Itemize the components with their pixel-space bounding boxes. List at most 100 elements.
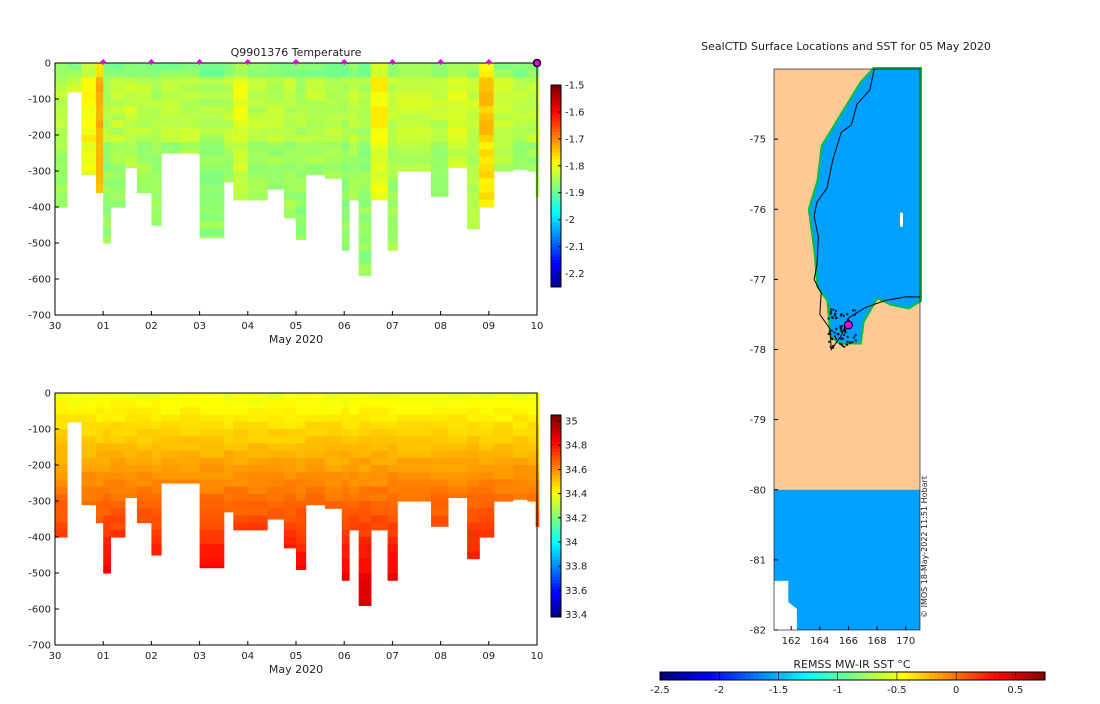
heatmap-cell bbox=[358, 178, 372, 186]
heatmap-cell bbox=[467, 486, 480, 495]
heatmap-cell bbox=[447, 450, 468, 459]
colorbar-segment bbox=[551, 512, 561, 517]
heatmap-cell bbox=[247, 443, 268, 452]
seal-location bbox=[829, 345, 832, 348]
heatmap-cell bbox=[124, 70, 138, 78]
heatmap-cell bbox=[110, 393, 126, 401]
colorbar-segment bbox=[551, 559, 561, 564]
profile-marker bbox=[100, 59, 107, 65]
temperature-x-label: May 2020 bbox=[269, 333, 323, 346]
heatmap-cell bbox=[431, 436, 449, 444]
heatmap-cell bbox=[358, 450, 372, 459]
heatmap-cell bbox=[349, 522, 360, 531]
colorbar-segment bbox=[925, 672, 930, 680]
heatmap-cell bbox=[103, 400, 111, 408]
heatmap-cell bbox=[387, 207, 398, 215]
heatmap-cell bbox=[387, 221, 398, 230]
heatmap-cell bbox=[223, 429, 234, 437]
heatmap-cell bbox=[124, 393, 138, 401]
heatmap-cell bbox=[161, 393, 181, 401]
heatmap-cell bbox=[467, 156, 480, 165]
lon-tick-label: 168 bbox=[868, 636, 887, 647]
heatmap-cell bbox=[283, 421, 297, 430]
heatmap-cell bbox=[479, 465, 495, 473]
heatmap-cell bbox=[512, 436, 528, 444]
heatmap-cell bbox=[527, 479, 537, 488]
heatmap-cell bbox=[467, 443, 480, 452]
heatmap-cell bbox=[110, 479, 126, 488]
heatmap-cell bbox=[283, 414, 297, 423]
colorbar-segment bbox=[814, 672, 819, 680]
heatmap-cell bbox=[151, 421, 162, 430]
heatmap-cell bbox=[387, 436, 398, 444]
heatmap-cell bbox=[341, 163, 350, 172]
heatmap-cell bbox=[479, 450, 495, 459]
heatmap-cell bbox=[305, 120, 326, 129]
heatmap-cell bbox=[358, 99, 372, 107]
heatmap-cell bbox=[180, 443, 201, 452]
colorbar-segment bbox=[672, 672, 678, 680]
heatmap-cell bbox=[479, 127, 495, 136]
heatmap-cell bbox=[247, 156, 268, 165]
heatmap-cell bbox=[136, 393, 152, 401]
heatmap-cell bbox=[103, 185, 111, 194]
heatmap-cell bbox=[431, 421, 449, 430]
heatmap-cell bbox=[431, 178, 449, 186]
heatmap-cell bbox=[136, 501, 152, 509]
watermark: © IMOS 18-May-2022 11:51 Hobart bbox=[920, 476, 929, 618]
heatmap-cell bbox=[397, 91, 432, 100]
heatmap-cell bbox=[341, 178, 350, 186]
colorbar-segment bbox=[1006, 672, 1012, 680]
colorbar-segment bbox=[685, 672, 691, 680]
heatmap-cell bbox=[387, 70, 398, 78]
heatmap-cell bbox=[370, 156, 389, 165]
heatmap-cell bbox=[110, 414, 126, 423]
colorbar-segment bbox=[762, 672, 768, 680]
heatmap-cell bbox=[358, 156, 372, 165]
heatmap-cell bbox=[296, 436, 307, 444]
heatmap-cell bbox=[151, 149, 162, 158]
colorbar-segment bbox=[968, 672, 973, 680]
heatmap-cell bbox=[512, 479, 528, 488]
heatmap-cell bbox=[512, 120, 528, 129]
heatmap-cell bbox=[199, 472, 225, 480]
colorbar-segment bbox=[1036, 672, 1042, 680]
heatmap-cell bbox=[479, 400, 495, 408]
heatmap-cell bbox=[341, 465, 350, 473]
heatmap-cell bbox=[124, 84, 138, 93]
heatmap-cell bbox=[136, 429, 152, 437]
heatmap-cell bbox=[103, 407, 111, 416]
heatmap-cell bbox=[180, 70, 201, 78]
x-tick-label: 07 bbox=[386, 651, 399, 662]
heatmap-cell bbox=[233, 178, 249, 186]
heatmap-cell bbox=[151, 63, 162, 71]
colorbar-segment bbox=[551, 435, 561, 440]
colorbar-segment bbox=[551, 253, 561, 258]
heatmap-cell bbox=[161, 99, 181, 107]
heatmap-cell bbox=[305, 429, 326, 437]
heatmap-cell bbox=[267, 63, 285, 71]
colorbar-segment bbox=[551, 485, 561, 490]
heatmap-cell bbox=[467, 457, 480, 466]
heatmap-cell bbox=[431, 393, 449, 401]
heatmap-cell bbox=[96, 393, 104, 401]
heatmap-cell bbox=[479, 472, 495, 480]
heatmap-cell bbox=[199, 199, 225, 208]
colorbar-segment bbox=[903, 672, 909, 680]
heatmap-cell bbox=[283, 407, 297, 416]
colorbar-segment bbox=[551, 505, 561, 510]
heatmap-cell bbox=[349, 127, 360, 136]
heatmap-cell bbox=[103, 436, 111, 444]
heatmap-cell bbox=[349, 163, 360, 172]
heatmap-cell bbox=[467, 91, 480, 100]
heatmap-cell bbox=[267, 400, 285, 408]
heatmap-cell bbox=[431, 185, 449, 194]
heatmap-cell bbox=[305, 436, 326, 444]
heatmap-cell bbox=[67, 77, 83, 86]
y-tick-label: -700 bbox=[28, 311, 51, 322]
heatmap-cell bbox=[233, 436, 249, 444]
heatmap-cell bbox=[247, 171, 268, 179]
heatmap-cell bbox=[233, 171, 249, 179]
heatmap-cell bbox=[397, 63, 432, 71]
heatmap-cell bbox=[527, 393, 537, 401]
